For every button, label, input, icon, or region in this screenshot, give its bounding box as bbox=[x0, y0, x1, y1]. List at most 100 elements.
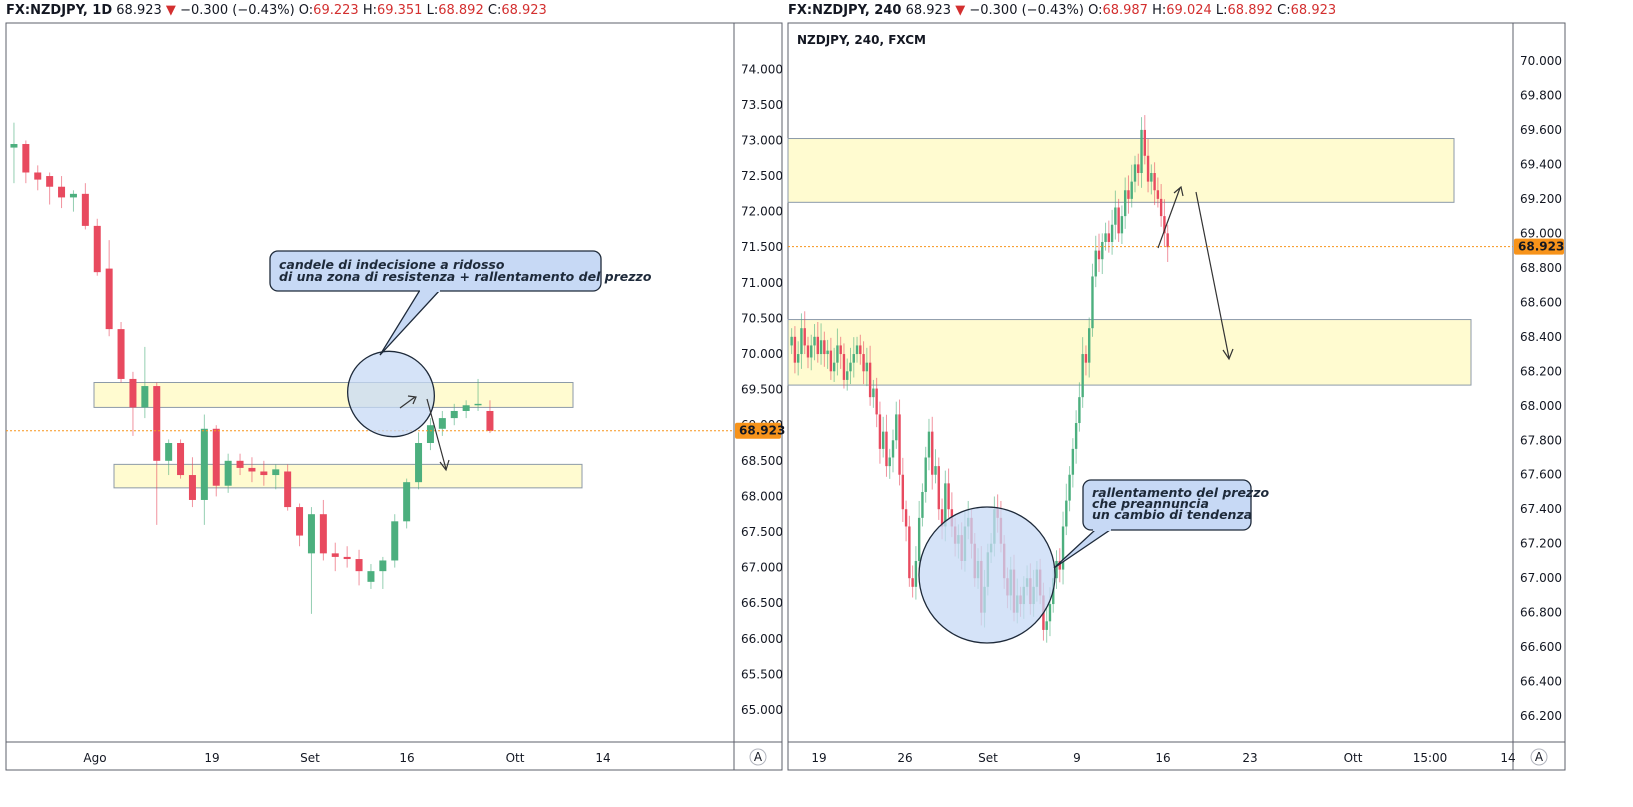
candle-body[interactable] bbox=[934, 466, 937, 475]
candle-body[interactable] bbox=[81, 193, 89, 226]
candle-body[interactable] bbox=[1156, 190, 1160, 199]
candle-body[interactable] bbox=[875, 388, 878, 415]
candle-body[interactable] bbox=[1058, 560, 1061, 570]
candle-body[interactable] bbox=[403, 482, 411, 522]
candle-body[interactable] bbox=[177, 443, 185, 476]
candle-body[interactable] bbox=[1137, 164, 1140, 174]
candle-body[interactable] bbox=[1084, 354, 1088, 363]
candle-body[interactable] bbox=[486, 410, 494, 431]
right-symbol[interactable]: FX:NZDJPY, 240 bbox=[788, 3, 902, 18]
candle-body[interactable] bbox=[924, 457, 927, 492]
candle-body[interactable] bbox=[1107, 233, 1111, 242]
candle-body[interactable] bbox=[862, 354, 865, 372]
candle-body[interactable] bbox=[1120, 216, 1124, 234]
candle-body[interactable] bbox=[1146, 155, 1150, 182]
zone-1[interactable] bbox=[787, 138, 1455, 203]
candle-body[interactable] bbox=[1097, 250, 1101, 260]
candle-body[interactable] bbox=[1081, 354, 1084, 398]
candle-body[interactable] bbox=[829, 350, 833, 372]
callout-box[interactable] bbox=[1082, 479, 1252, 531]
candle-body[interactable] bbox=[1061, 526, 1065, 570]
candle-body[interactable] bbox=[855, 345, 859, 355]
candle-body[interactable] bbox=[813, 336, 816, 346]
auto-scale-button[interactable] bbox=[1530, 748, 1548, 766]
zone-2[interactable] bbox=[787, 319, 1472, 386]
candle-body[interactable] bbox=[914, 560, 918, 587]
candle-body[interactable] bbox=[878, 414, 882, 449]
chart-pane-2[interactable]: 70.000 69.800 69.600 69.400 69.200 69.000 68.8… bbox=[787, 22, 1566, 771]
candle-body[interactable] bbox=[881, 431, 885, 449]
candle-body[interactable] bbox=[898, 414, 901, 475]
candle-body[interactable] bbox=[1110, 224, 1114, 242]
candle-body[interactable] bbox=[248, 467, 256, 472]
candle-body[interactable] bbox=[790, 336, 793, 346]
candle-body[interactable] bbox=[415, 443, 423, 483]
candle-body[interactable] bbox=[1068, 474, 1071, 501]
candle-body[interactable] bbox=[296, 507, 304, 536]
candle-body[interactable] bbox=[426, 425, 434, 444]
candle-body[interactable] bbox=[272, 469, 280, 476]
candle-body[interactable] bbox=[1143, 129, 1146, 156]
candle-body[interactable] bbox=[1078, 397, 1081, 424]
candle-body[interactable] bbox=[904, 509, 908, 527]
candle-body[interactable] bbox=[260, 471, 268, 476]
candle-body[interactable] bbox=[1163, 216, 1166, 234]
candle-body[interactable] bbox=[865, 362, 869, 372]
candle-body[interactable] bbox=[188, 475, 196, 500]
candle-body[interactable] bbox=[462, 405, 470, 411]
candle-body[interactable] bbox=[1045, 621, 1048, 630]
candle-body[interactable] bbox=[319, 514, 327, 554]
candle-body[interactable] bbox=[940, 509, 944, 527]
candle-body[interactable] bbox=[224, 460, 232, 486]
candle-body[interactable] bbox=[888, 457, 891, 467]
candle-body[interactable] bbox=[810, 345, 813, 358]
candle-body[interactable] bbox=[1150, 173, 1153, 182]
candle-body[interactable] bbox=[1117, 207, 1120, 234]
candle-body[interactable] bbox=[474, 403, 482, 406]
candle-body[interactable] bbox=[1166, 233, 1169, 248]
candle-body[interactable] bbox=[141, 386, 149, 408]
candle-body[interactable] bbox=[839, 345, 842, 355]
candle-body[interactable] bbox=[1140, 129, 1143, 174]
candle-body[interactable] bbox=[1159, 198, 1163, 217]
candle-body[interactable] bbox=[1091, 276, 1094, 329]
candle-body[interactable] bbox=[284, 471, 292, 508]
candle-body[interactable] bbox=[1130, 181, 1133, 199]
candle-body[interactable] bbox=[891, 440, 895, 458]
chart-pane-1[interactable]: 74.000 73.500 73.000 72.500 72.000 71.500 71.0… bbox=[5, 22, 785, 771]
candle-body[interactable] bbox=[165, 443, 173, 461]
candle-body[interactable] bbox=[852, 354, 855, 363]
candle-body[interactable] bbox=[937, 466, 940, 510]
highlight-circle[interactable] bbox=[918, 506, 1056, 644]
candle-body[interactable] bbox=[819, 340, 823, 355]
candle-body[interactable] bbox=[816, 336, 819, 355]
candle-body[interactable] bbox=[832, 362, 836, 372]
candle-body[interactable] bbox=[1074, 423, 1078, 449]
candle-body[interactable] bbox=[105, 268, 113, 330]
candle-body[interactable] bbox=[1123, 190, 1127, 217]
candle-body[interactable] bbox=[826, 350, 829, 355]
candle-body[interactable] bbox=[868, 362, 872, 398]
candle-body[interactable] bbox=[846, 371, 849, 380]
candle-body[interactable] bbox=[1048, 604, 1052, 622]
candle-body[interactable] bbox=[806, 345, 810, 358]
candle-body[interactable] bbox=[69, 193, 77, 198]
candle-body[interactable] bbox=[1065, 500, 1068, 527]
candle-body[interactable] bbox=[22, 144, 30, 173]
candle-body[interactable] bbox=[1104, 233, 1107, 242]
candle-body[interactable] bbox=[212, 428, 220, 486]
candle-body[interactable] bbox=[379, 560, 387, 572]
candle-body[interactable] bbox=[927, 431, 931, 458]
candle-body[interactable] bbox=[1101, 241, 1104, 260]
candle-body[interactable] bbox=[1127, 190, 1130, 199]
candle-body[interactable] bbox=[1153, 173, 1156, 191]
highlight-ellipse[interactable] bbox=[331, 334, 451, 453]
zone-2[interactable] bbox=[113, 463, 583, 489]
candle-body[interactable] bbox=[438, 418, 446, 429]
candle-body[interactable] bbox=[93, 225, 101, 273]
candle-body[interactable] bbox=[842, 354, 846, 380]
candle-body[interactable] bbox=[803, 328, 806, 346]
candle-body[interactable] bbox=[117, 329, 125, 379]
